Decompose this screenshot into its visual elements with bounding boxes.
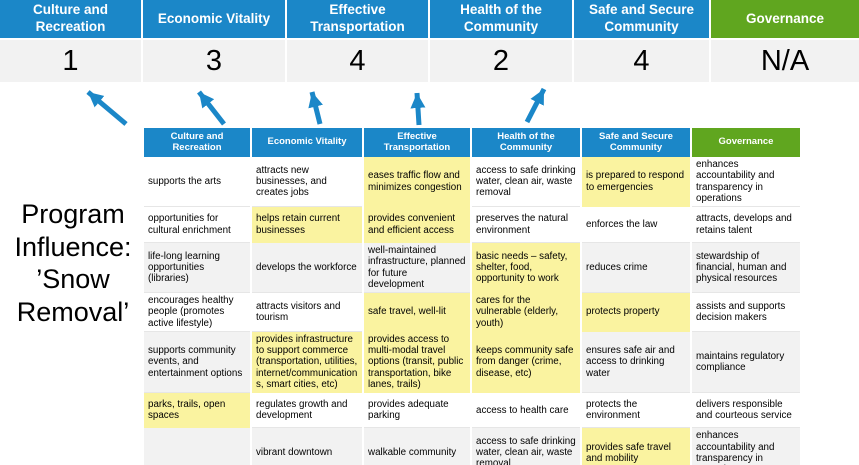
matrix-cell-r5-safe-and-secure-community: ensures safe air and access to drinking …	[582, 331, 690, 394]
summary-header-effective-transportation: Effective Transportation	[287, 0, 430, 38]
summary-header-health-of-the-community: Health of the Community	[430, 0, 574, 38]
matrix-cell-r1-safe-and-secure-community: is prepared to respond to emergencies	[582, 157, 690, 208]
matrix-cell-r6-governance: delivers responsible and courteous servi…	[692, 393, 800, 429]
matrix-cell-r2-economic-vitality: helps retain current businesses	[252, 207, 362, 244]
summary-value-economic-vitality: 3	[143, 40, 287, 82]
summary-header-row: Culture and Recreation Economic Vitality E…	[0, 0, 859, 38]
matrix-header-effective-transportation: Effective Transportation	[364, 128, 470, 157]
matrix-cell-r4-safe-and-secure-community: protects property	[582, 293, 690, 332]
matrix-cell-r1-health-of-the-community: access to safe drinking water, clean air…	[472, 157, 580, 208]
matrix-row-7: vibrant downtown walkable community access…	[144, 428, 800, 465]
matrix-cell-r2-health-of-the-community: preserves the natural environment	[472, 207, 580, 244]
matrix-cell-r2-culture-and-recreation: opportunities for cultural enrichment	[144, 207, 250, 244]
matrix-row-5: supports community events, and entertain…	[144, 331, 800, 394]
matrix-cell-r6-effective-transportation: provides adequate parking	[364, 393, 470, 429]
matrix-row-6: parks, trails, open spaces regulates grow…	[144, 393, 800, 429]
summary-header-safe-and-secure-community: Safe and Secure Community	[574, 0, 711, 38]
matrix-header-health-of-the-community: Health of the Community	[472, 128, 580, 157]
arrow-effective-transportation	[308, 91, 323, 125]
summary-value-effective-transportation: 4	[287, 40, 430, 82]
matrix-cell-r3-economic-vitality: develops the workforce	[252, 243, 362, 294]
summary-header-economic-vitality: Economic Vitality	[143, 0, 287, 38]
matrix-cell-r7-governance: enhances accountability and transparency…	[692, 428, 800, 465]
matrix-row-1: supports the arts attracts new businesses…	[144, 157, 800, 208]
matrix-cell-r6-culture-and-recreation: parks, trails, open spaces	[144, 393, 250, 429]
matrix-cell-r7-safe-and-secure-community: provides safe travel and mobility	[582, 428, 690, 465]
matrix-cell-r2-governance: attracts, develops and retains talent	[692, 207, 800, 244]
arrow-safe-secure-community	[524, 87, 547, 124]
matrix-cell-r2-safe-and-secure-community: enforces the law	[582, 207, 690, 244]
matrix-cell-r7-economic-vitality: vibrant downtown	[252, 428, 362, 465]
arrow-economic-vitality	[197, 90, 226, 126]
matrix-cell-r5-governance: maintains regulatory compliance	[692, 331, 800, 394]
matrix-cell-r7-culture-and-recreation	[144, 428, 250, 465]
matrix-row-4: encourages healthy people (promotes acti…	[144, 293, 800, 332]
arrow-health-community	[410, 92, 426, 126]
matrix-cell-r5-effective-transportation: provides access to multi-modal travel op…	[364, 331, 470, 394]
matrix-cell-r1-economic-vitality: attracts new businesses, and creates job…	[252, 157, 362, 208]
matrix-cell-r6-safe-and-secure-community: protects the environment	[582, 393, 690, 429]
matrix-header-governance: Governance	[692, 128, 800, 157]
priority-summary: Culture and Recreation Economic Vitality E…	[0, 0, 859, 82]
matrix-cell-r4-governance: assists and supports decision makers	[692, 293, 800, 332]
matrix-cell-r4-health-of-the-community: cares for the vulnerable (elderly, youth…	[472, 293, 580, 332]
matrix-row-2: opportunities for cultural enrichment hel…	[144, 207, 800, 244]
summary-value-governance: N/A	[711, 40, 859, 82]
matrix-cell-r1-governance: enhances accountability and transparency…	[692, 157, 800, 208]
matrix-header-safe-and-secure-community: Safe and Secure Community	[582, 128, 690, 157]
matrix-cell-r5-economic-vitality: provides infrastructure to support comme…	[252, 331, 362, 394]
influence-matrix-table: Culture and Recreation Economic Vitality E…	[142, 128, 802, 465]
matrix-header-row: Culture and Recreation Economic Vitality E…	[144, 128, 800, 157]
matrix-cell-r7-health-of-the-community: access to safe drinking water, clean air…	[472, 428, 580, 465]
summary-header-governance: Governance	[711, 0, 859, 38]
matrix-cell-r4-culture-and-recreation: encourages healthy people (promotes acti…	[144, 293, 250, 332]
matrix-cell-r3-health-of-the-community: basic needs – safety, shelter, food, opp…	[472, 243, 580, 294]
matrix-cell-r3-safe-and-secure-community: reduces crime	[582, 243, 690, 294]
matrix-cell-r3-culture-and-recreation: life-long learning opportunities (librar…	[144, 243, 250, 294]
matrix-cell-r6-economic-vitality: regulates growth and development	[252, 393, 362, 429]
matrix-cell-r1-effective-transportation: eases traffic flow and minimizes congest…	[364, 157, 470, 208]
matrix-header-culture-and-recreation: Culture and Recreation	[144, 128, 250, 157]
summary-value-safe-and-secure-community: 4	[574, 40, 711, 82]
influence-arrows	[86, 87, 547, 126]
matrix-cell-r2-effective-transportation: provides convenient and efficient access	[364, 207, 470, 244]
matrix-cell-r7-effective-transportation: walkable community	[364, 428, 470, 465]
matrix-cell-r6-health-of-the-community: access to health care	[472, 393, 580, 429]
matrix-cell-r3-effective-transportation: well-maintained infrastructure, planned …	[364, 243, 470, 294]
program-influence-title: Program Influence: ’Snow Removal’	[14, 199, 132, 327]
matrix-cell-r3-governance: stewardship of financial, human and phys…	[692, 243, 800, 294]
summary-value-culture-and-recreation: 1	[0, 40, 143, 82]
matrix-cell-r4-effective-transportation: safe travel, well-lit	[364, 293, 470, 332]
arrow-culture-recreation	[86, 90, 128, 126]
matrix-cell-r5-culture-and-recreation: supports community events, and entertain…	[144, 331, 250, 394]
matrix-cell-r4-economic-vitality: attracts visitors and tourism	[252, 293, 362, 332]
matrix-row-3: life-long learning opportunities (librar…	[144, 243, 800, 294]
summary-value-row: 1 3 4 2 4 N/A	[0, 38, 859, 82]
summary-value-health-of-the-community: 2	[430, 40, 574, 82]
matrix-body: supports the arts attracts new businesses…	[144, 157, 800, 465]
summary-header-culture-and-recreation: Culture and Recreation	[0, 0, 143, 38]
matrix-cell-r1-culture-and-recreation: supports the arts	[144, 157, 250, 208]
matrix-cell-r5-health-of-the-community: keeps community safe from danger (crime,…	[472, 331, 580, 394]
matrix-header-economic-vitality: Economic Vitality	[252, 128, 362, 157]
